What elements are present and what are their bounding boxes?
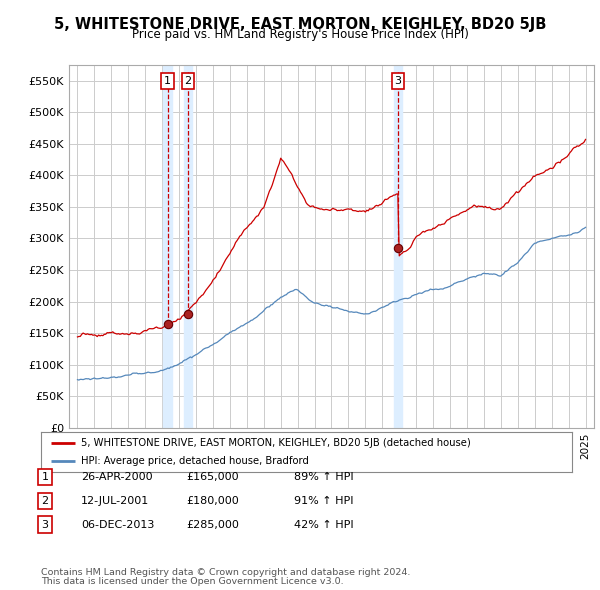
Text: 3: 3	[41, 520, 49, 529]
Text: 2: 2	[184, 76, 191, 86]
Text: 89% ↑ HPI: 89% ↑ HPI	[294, 473, 353, 482]
Text: HPI: Average price, detached house, Bradford: HPI: Average price, detached house, Brad…	[80, 456, 308, 466]
Text: 12-JUL-2001: 12-JUL-2001	[81, 496, 149, 506]
Text: Contains HM Land Registry data © Crown copyright and database right 2024.: Contains HM Land Registry data © Crown c…	[41, 568, 410, 577]
Bar	[184, 65, 192, 428]
Text: 2: 2	[41, 496, 49, 506]
Text: 1: 1	[41, 473, 49, 482]
Bar	[394, 65, 402, 428]
Text: 91% ↑ HPI: 91% ↑ HPI	[294, 496, 353, 506]
Text: Price paid vs. HM Land Registry's House Price Index (HPI): Price paid vs. HM Land Registry's House …	[131, 28, 469, 41]
Text: 1: 1	[164, 76, 171, 86]
Text: 06-DEC-2013: 06-DEC-2013	[81, 520, 154, 529]
Text: £285,000: £285,000	[186, 520, 239, 529]
Text: 5, WHITESTONE DRIVE, EAST MORTON, KEIGHLEY, BD20 5JB (detached house): 5, WHITESTONE DRIVE, EAST MORTON, KEIGHL…	[80, 438, 470, 448]
Text: £180,000: £180,000	[186, 496, 239, 506]
Text: 42% ↑ HPI: 42% ↑ HPI	[294, 520, 353, 529]
Text: 26-APR-2000: 26-APR-2000	[81, 473, 152, 482]
Text: This data is licensed under the Open Government Licence v3.0.: This data is licensed under the Open Gov…	[41, 578, 343, 586]
Text: 5, WHITESTONE DRIVE, EAST MORTON, KEIGHLEY, BD20 5JB: 5, WHITESTONE DRIVE, EAST MORTON, KEIGHL…	[54, 17, 546, 31]
Bar	[163, 65, 172, 428]
Text: 3: 3	[395, 76, 401, 86]
Text: £165,000: £165,000	[186, 473, 239, 482]
